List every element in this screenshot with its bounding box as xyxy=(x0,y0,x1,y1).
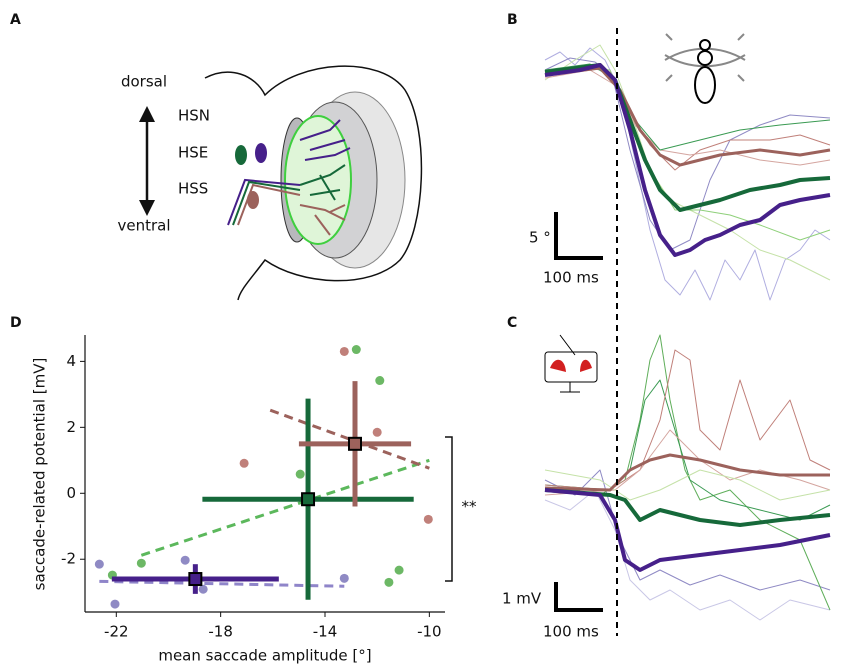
significance-bracket xyxy=(445,436,453,582)
fly-head-diagram xyxy=(139,65,423,301)
scale-label: 100 ms xyxy=(543,623,599,641)
x-tick-label: -18 xyxy=(208,623,233,641)
data-point xyxy=(339,573,349,583)
x-axis-label: mean saccade amplitude [°] xyxy=(158,647,371,665)
neuron-label: HSE xyxy=(178,144,208,162)
scale-label: 1 mV xyxy=(502,590,542,608)
y-tick-label: 2 xyxy=(66,418,76,436)
neuron-label: HSN xyxy=(178,107,210,125)
fit-line xyxy=(99,579,345,588)
x-tick-label: -10 xyxy=(417,623,442,641)
dorsal-label: dorsal xyxy=(121,73,167,91)
data-point xyxy=(136,558,146,568)
fit-line xyxy=(140,458,430,557)
x-tick-label: -14 xyxy=(313,623,338,641)
traces-c xyxy=(544,334,831,621)
y-axis-label: saccade-related potential [mV] xyxy=(31,358,49,591)
data-point xyxy=(372,427,382,437)
y-tick-label: 0 xyxy=(66,484,76,502)
panel-label: D xyxy=(10,315,22,331)
scale-label: 5 ° xyxy=(529,229,551,247)
data-point xyxy=(423,514,433,524)
x-tick-label: -22 xyxy=(104,623,129,641)
mean-marker xyxy=(348,436,362,451)
ventral-label: ventral xyxy=(117,217,170,235)
fit-line xyxy=(269,408,430,470)
data-point xyxy=(384,577,394,587)
data-point xyxy=(394,565,404,575)
data-point xyxy=(110,599,120,609)
scale-label: 100 ms xyxy=(543,269,599,287)
data-point xyxy=(180,555,190,565)
data-point xyxy=(351,345,361,355)
data-point xyxy=(198,584,208,594)
neuron-label: HSS xyxy=(178,180,208,198)
panel-label: C xyxy=(507,315,517,331)
mean-marker xyxy=(301,492,316,507)
data-point xyxy=(239,458,249,468)
data-point xyxy=(94,559,104,569)
panel-label: B xyxy=(507,12,518,28)
data-point xyxy=(339,346,349,356)
data-point xyxy=(295,469,305,479)
mean-marker xyxy=(188,572,203,587)
traces-b xyxy=(544,33,831,301)
y-tick-label: 4 xyxy=(66,352,76,370)
data-point xyxy=(375,376,385,386)
annotation: ** xyxy=(462,498,478,516)
panel-label: A xyxy=(10,12,21,28)
y-tick-label: -2 xyxy=(61,550,76,568)
